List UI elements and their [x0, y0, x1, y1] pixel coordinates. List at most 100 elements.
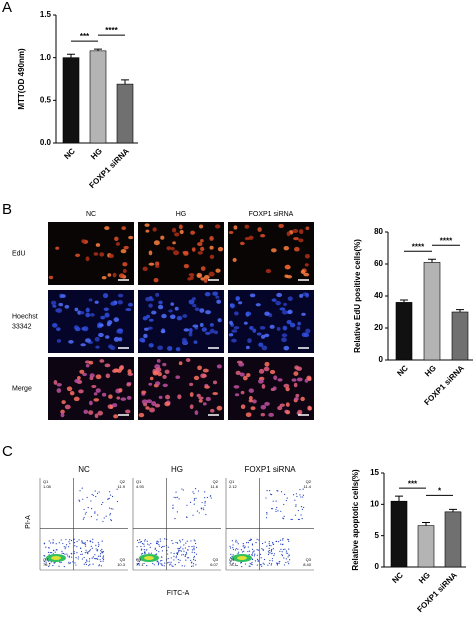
event-dot: [294, 499, 296, 501]
event-dot: [171, 565, 173, 567]
event-dot: [278, 562, 280, 565]
cell: [113, 336, 120, 342]
event-dot: [271, 560, 274, 562]
event-dot: [267, 553, 270, 556]
event-dot: [300, 496, 302, 498]
cell: [255, 303, 261, 307]
y-tick-label: 80: [374, 227, 383, 236]
cell: [192, 303, 197, 308]
column-label: FOXP1 siRNA: [244, 465, 296, 474]
event-dot: [103, 517, 105, 519]
event-dot: [175, 555, 178, 557]
event-dot: [277, 541, 280, 543]
event-dot: [170, 561, 172, 563]
event-dot: [54, 551, 56, 553]
cell: [120, 248, 127, 254]
event-dot: [261, 548, 263, 550]
cell: [61, 294, 66, 298]
event-dot: [230, 553, 232, 555]
cell: [189, 404, 194, 410]
event-dot: [161, 563, 163, 565]
event-dot: [47, 547, 50, 549]
error-bar: [428, 258, 436, 263]
cell: [158, 300, 163, 305]
cell: [188, 299, 195, 305]
cell: [234, 393, 240, 397]
event-dot: [92, 563, 94, 565]
cell: [112, 272, 117, 278]
event-dot: [288, 540, 290, 542]
event-dot: [102, 556, 104, 558]
cell: [215, 295, 220, 299]
cell: [90, 313, 95, 317]
quadrant-value: 4.93: [136, 484, 145, 489]
event-dot: [75, 556, 77, 559]
event-dot: [81, 540, 83, 542]
cell: [265, 269, 272, 274]
cell: [66, 386, 73, 392]
event-dot: [98, 544, 100, 546]
event-dot: [102, 520, 104, 523]
cell: [174, 232, 180, 237]
event-dot: [243, 550, 245, 553]
event-dot: [270, 563, 273, 565]
event-dot: [281, 544, 284, 546]
event-dot: [102, 550, 104, 553]
event-dot: [153, 564, 155, 566]
cell: [183, 264, 189, 269]
event-dot: [285, 550, 288, 552]
event-dot: [267, 550, 269, 552]
event-dot: [100, 551, 103, 553]
event-dot: [273, 553, 276, 555]
cell: [145, 296, 151, 302]
event-dot: [163, 538, 166, 540]
cell: [48, 275, 54, 280]
event-dot: [191, 565, 193, 567]
cell: [248, 235, 254, 240]
cell: [252, 328, 257, 333]
event-dot: [90, 500, 92, 502]
event-dot: [268, 552, 270, 554]
event-dot: [69, 539, 71, 541]
cell: [202, 402, 207, 406]
density-core: [51, 556, 61, 560]
event-dot: [248, 565, 250, 567]
error-bar: [422, 522, 430, 526]
cell: [305, 226, 310, 230]
event-dot: [282, 517, 284, 519]
event-dot: [162, 545, 164, 548]
cell: [105, 373, 111, 379]
event-dot: [95, 495, 97, 498]
event-dot: [195, 564, 197, 566]
cell: [102, 293, 109, 299]
event-dot: [99, 553, 102, 555]
cell: [283, 302, 287, 306]
cell: [170, 302, 175, 306]
cell: [189, 382, 194, 386]
event-dot: [183, 544, 185, 546]
event-dot: [141, 543, 144, 545]
event-dot: [275, 540, 278, 542]
event-dot: [73, 538, 75, 540]
event-dot: [97, 545, 100, 548]
event-dot: [109, 494, 112, 496]
event-dot: [105, 515, 107, 517]
event-dot: [260, 563, 262, 566]
y-tick-label: 5: [375, 531, 380, 540]
event-dot: [68, 556, 70, 558]
cell: [258, 342, 264, 347]
event-dot: [63, 546, 65, 548]
event-dot: [240, 549, 243, 551]
event-dot: [251, 561, 253, 564]
cell: [108, 344, 114, 349]
cell: [162, 383, 168, 388]
cell: [304, 253, 310, 259]
cell: [91, 384, 97, 388]
event-dot: [43, 560, 45, 563]
event-dot: [102, 560, 104, 562]
cell: [118, 365, 124, 371]
column-label: FOXP1 siRNA: [249, 211, 294, 218]
cell: [281, 337, 287, 343]
event-dot: [187, 549, 189, 551]
cell: [217, 246, 224, 252]
